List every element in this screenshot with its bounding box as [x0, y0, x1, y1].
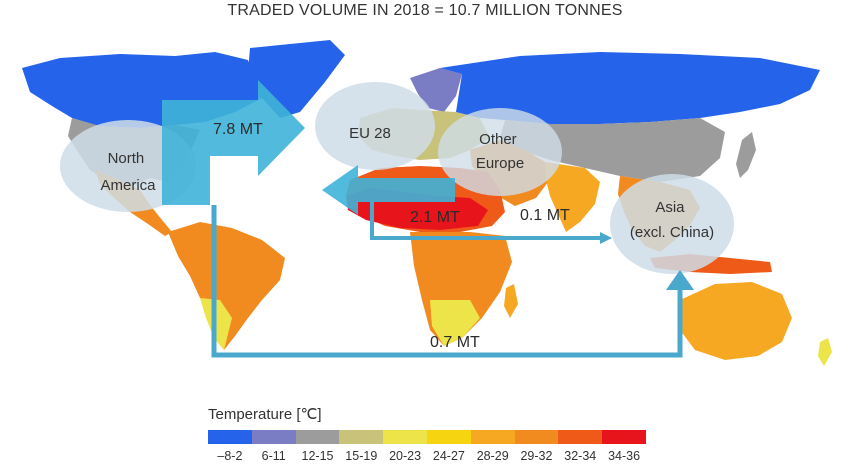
- legend-swatch: [339, 430, 384, 444]
- legend-label: 20-23: [389, 449, 422, 463]
- region-label-north-america-line1: North: [108, 150, 145, 167]
- legend-label: 24-27: [432, 449, 465, 463]
- region-label-other-europe: Other Europe: [476, 131, 524, 172]
- landmass-russia: [440, 52, 820, 124]
- landmass-new-zealand: [818, 338, 832, 366]
- legend-swatch: [558, 430, 603, 444]
- legend-label: 32-34: [564, 449, 597, 463]
- legend-title: Temperature [℃]: [208, 406, 322, 423]
- flow-label-na-to-eu: 7.8 MT: [213, 121, 263, 138]
- flow-line-to-asia-long: [211, 205, 683, 358]
- map-title: TRADED VOLUME IN 2018 = 10.7 MILLION TON…: [227, 2, 623, 19]
- legend-swatch: [426, 430, 471, 444]
- legend-label: –8-2: [217, 449, 243, 463]
- flow-label-to-other-europe: 2.1 MT: [410, 209, 460, 226]
- legend-label: 15-19: [345, 449, 378, 463]
- legend-swatch: [295, 430, 340, 444]
- legend-label: 34-36: [608, 449, 641, 463]
- legend-label: 6-11: [261, 449, 286, 463]
- flow-line-to-asia-short: [370, 200, 600, 240]
- region-bubble-other-europe: [438, 108, 562, 196]
- landmass-madagascar: [504, 284, 518, 318]
- region-label-asia: Asia (excl. China): [630, 199, 714, 241]
- region-label-asia-line1: Asia: [655, 199, 685, 216]
- landmass-south-asia: [545, 162, 600, 232]
- flow-label-to-asia-long: 0.7 MT: [430, 334, 480, 351]
- landmass-southern-africa: [430, 300, 480, 346]
- temperature-legend-labels: –8-2 6-11 12-15 15-19 20-23 24-27 28-29 29-32 32…: [208, 449, 646, 463]
- legend-swatch: [251, 430, 296, 444]
- legend-label: 28-29: [476, 449, 509, 463]
- flow-arrowhead-to-asia-short: [600, 232, 612, 244]
- flow-label-to-asia-short: 0.1 MT: [520, 207, 570, 224]
- landmass-australia: [680, 282, 792, 360]
- region-label-asia-line2: (excl. China): [630, 224, 714, 241]
- flow-arrowhead-to-asia-long: [666, 270, 694, 290]
- landmass-japan: [736, 132, 756, 178]
- landmass-south-america: [168, 222, 285, 350]
- legend-swatch: [208, 430, 252, 444]
- region-label-north-america-line2: America: [100, 177, 156, 194]
- legend-swatch: [470, 430, 515, 444]
- region-bubble-eu28: [315, 82, 435, 170]
- flow-arrow-to-other-europe: [322, 165, 455, 215]
- region-label-other-europe-line1: Other: [479, 131, 517, 148]
- region-label-other-europe-line2: Europe: [476, 155, 524, 172]
- legend-swatch: [383, 430, 427, 444]
- legend-swatch: [514, 430, 559, 444]
- legend-label: 12-15: [301, 449, 334, 463]
- flow-arrow-na-to-eu: [162, 80, 305, 205]
- region-bubble-asia: [610, 174, 734, 274]
- legend-label: 29-32: [520, 449, 553, 463]
- region-label-north-america: North America: [100, 150, 156, 194]
- region-label-eu28: EU 28: [349, 125, 391, 142]
- temperature-legend-bar: [208, 430, 646, 444]
- legend-swatch: [602, 430, 646, 444]
